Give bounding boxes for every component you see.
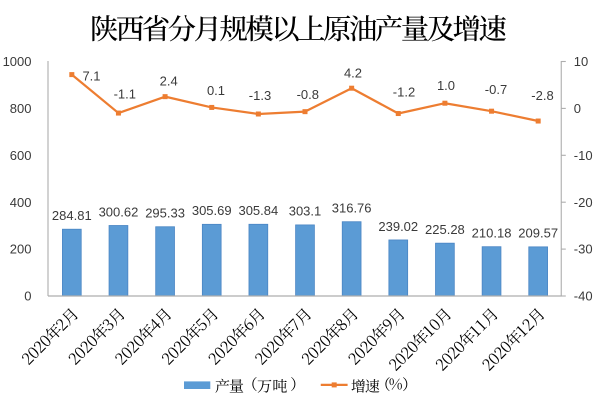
svg-text:0: 0 — [24, 289, 31, 304]
svg-text:-1.3: -1.3 — [249, 88, 271, 103]
svg-text:-0.8: -0.8 — [297, 87, 319, 102]
svg-text:209.57: 209.57 — [518, 226, 558, 241]
svg-text:305.69: 305.69 — [192, 203, 232, 218]
svg-text:300.62: 300.62 — [99, 204, 139, 219]
svg-text:-10: -10 — [574, 148, 593, 163]
svg-text:0: 0 — [574, 101, 581, 116]
svg-text:800: 800 — [10, 101, 32, 116]
svg-text:239.02: 239.02 — [378, 219, 418, 234]
svg-text:-2.8: -2.8 — [531, 88, 553, 103]
svg-text:4.2: 4.2 — [344, 66, 362, 81]
svg-text:316.76: 316.76 — [332, 201, 372, 216]
svg-text:-1.2: -1.2 — [393, 85, 415, 100]
svg-text:0.1: 0.1 — [207, 83, 225, 98]
svg-text:-30: -30 — [574, 242, 593, 257]
svg-text:400: 400 — [10, 195, 32, 210]
svg-text:600: 600 — [10, 148, 32, 163]
svg-text:-1.1: -1.1 — [114, 87, 136, 102]
svg-text:210.18: 210.18 — [472, 226, 512, 241]
svg-text:2.4: 2.4 — [160, 74, 178, 89]
svg-text:-0.7: -0.7 — [485, 82, 507, 97]
svg-text:295.33: 295.33 — [145, 206, 185, 221]
svg-text:-20: -20 — [574, 195, 593, 210]
svg-text:-40: -40 — [574, 289, 593, 304]
svg-text:305.84: 305.84 — [238, 203, 278, 218]
svg-text:303.1: 303.1 — [289, 204, 322, 219]
svg-text:1000: 1000 — [3, 54, 32, 69]
svg-text:200: 200 — [10, 242, 32, 257]
svg-text:225.28: 225.28 — [425, 222, 465, 237]
svg-text:1.0: 1.0 — [437, 78, 455, 93]
svg-text:7.1: 7.1 — [82, 69, 100, 84]
svg-text:284.81: 284.81 — [52, 208, 92, 223]
svg-text:10: 10 — [574, 54, 588, 69]
